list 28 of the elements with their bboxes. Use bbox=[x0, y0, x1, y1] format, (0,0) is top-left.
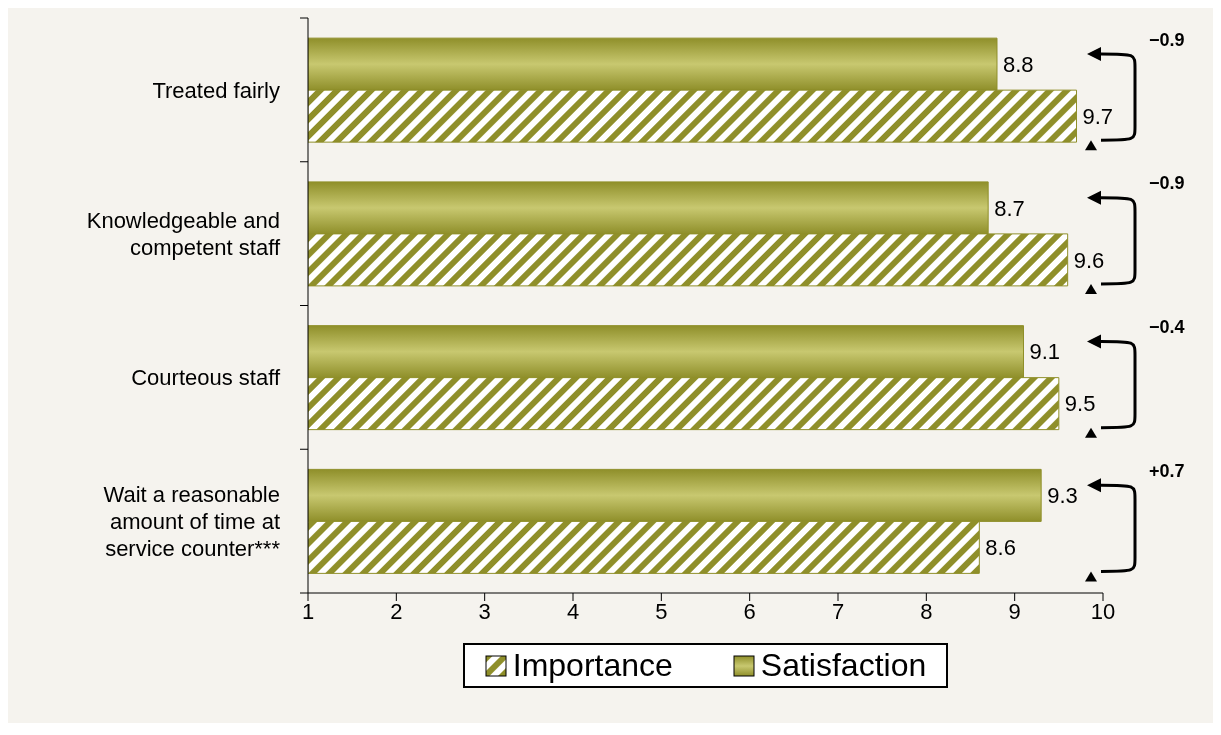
legend-label: Importance bbox=[511, 647, 673, 684]
x-tick-label: 10 bbox=[1090, 598, 1116, 624]
y-tick-label: Treated fairly bbox=[152, 77, 280, 103]
y-tick-label: Wait a reasonable amount of time at service counter*** bbox=[103, 481, 281, 561]
data-label: 9.3 bbox=[1047, 483, 1078, 509]
text: −0.9 bbox=[1149, 173, 1185, 194]
x-tick-label: 1 bbox=[301, 598, 315, 624]
x-tick-label: 3 bbox=[478, 598, 491, 624]
x-tick-label: 7 bbox=[831, 598, 845, 624]
x-tick-label: 8 bbox=[920, 598, 933, 624]
text: −0.4 bbox=[1149, 317, 1185, 338]
x-tick-label: 5 bbox=[655, 598, 668, 624]
y-tick-label: Courteous staff bbox=[131, 364, 281, 390]
x-tick-label: 2 bbox=[390, 598, 403, 624]
y-tick-label: Knowledgeable and competent staff bbox=[86, 207, 281, 260]
data-label: 9.1 bbox=[1029, 339, 1061, 365]
text: −0.9 bbox=[1149, 29, 1185, 50]
data-label: 9.7 bbox=[1082, 103, 1114, 129]
data-label: 9.5 bbox=[1064, 391, 1096, 417]
data-label: 8.6 bbox=[985, 535, 1016, 561]
data-label: 8.7 bbox=[994, 195, 1025, 221]
x-tick-label: 6 bbox=[743, 598, 756, 624]
data-label: 8.8 bbox=[1003, 51, 1034, 77]
legend-label: Satisfaction bbox=[759, 647, 927, 684]
text: +0.7 bbox=[1149, 460, 1185, 481]
data-label: 9.6 bbox=[1073, 247, 1105, 273]
x-tick-label: 4 bbox=[566, 598, 580, 624]
x-tick-label: 9 bbox=[1008, 598, 1021, 624]
